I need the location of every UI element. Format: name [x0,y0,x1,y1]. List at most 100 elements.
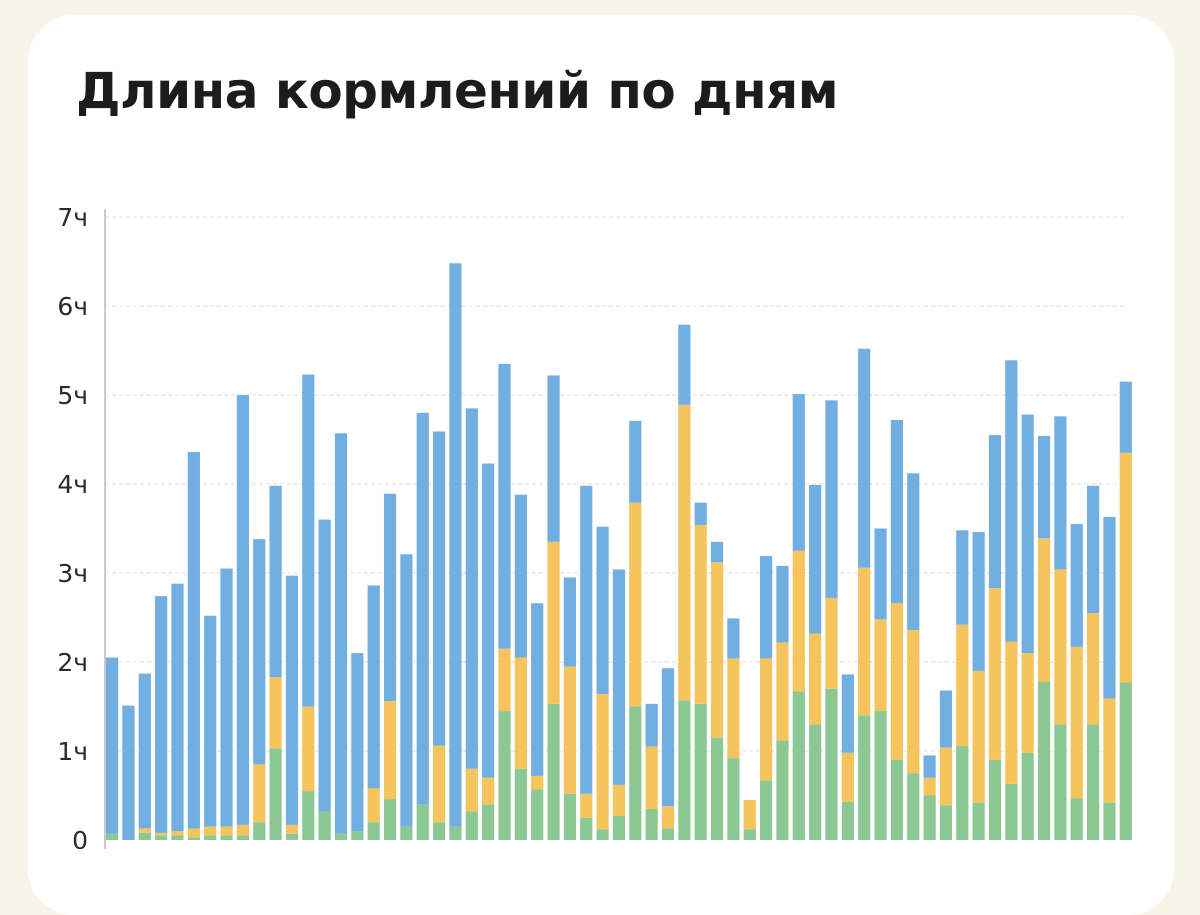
bar-segment [694,524,707,704]
bar-segment [645,746,658,809]
bar-segment [563,793,576,840]
y-tick-label: 5ч [57,381,88,410]
bar-segment [1005,783,1018,840]
bar-segment [204,835,217,840]
bar-segment [727,658,740,759]
bar-segment [449,826,462,840]
bar-segment [236,824,249,836]
bar-segment [514,657,527,769]
bar-segment [236,395,249,825]
bar-segment [760,556,773,659]
bar-segment [1070,798,1083,840]
bar-segment [367,585,380,789]
bar-segment [318,519,331,812]
bar-segment [253,539,266,765]
bar-segment [1087,613,1100,725]
y-tick-label: 1ч [57,737,88,766]
bar-segment [138,828,151,833]
bar-segment [318,811,331,840]
bar-segment [367,788,380,823]
bar-segment [171,583,184,832]
bar-segment [923,777,936,796]
bar-segment [825,688,838,840]
bar-segment [645,703,658,747]
bar-segment [629,502,642,707]
bar-segment [743,829,756,840]
bar-segment [220,568,233,827]
bar-segment [874,619,887,711]
bar-segment [1037,538,1051,682]
bar-segment [1087,724,1100,840]
bar-segment [661,828,675,840]
bar-segment [269,485,282,678]
y-tick-label: 6ч [57,292,88,321]
bar-segment [858,348,871,568]
bar-segment [678,404,691,701]
bar-segment [612,784,626,816]
bar-segment [972,532,985,671]
bar-segment [498,363,511,649]
bar-segment [1021,752,1034,840]
bar-segment [743,799,756,830]
bar-segment [907,773,920,840]
bar-segment [302,374,315,707]
bar-segment [253,764,266,823]
bar-segment [956,624,969,746]
bar-segment [187,828,200,838]
bar-segment [416,412,429,805]
bar-segment [285,575,299,825]
bar-segment [629,706,642,840]
bar-segment [596,526,609,695]
bar-segment [1021,414,1034,654]
bar-segment [907,629,920,774]
bar-segment [645,808,658,840]
bar-segment [531,789,544,840]
bar-segment [498,648,511,711]
bar-segment [1021,653,1034,753]
bar-segment [531,775,544,790]
bar-segment [972,802,985,840]
bar-segment [841,801,854,840]
bar-segment [547,541,560,704]
bar-segment [1119,452,1132,683]
bar-segment [596,829,609,840]
bar-segment [956,745,969,840]
bar-segment [939,805,953,840]
bar-segment [547,703,560,840]
bar-segment [514,768,527,840]
bar-segment [972,670,985,803]
y-tick-label: 3ч [57,559,88,588]
bar-segment [1087,485,1100,614]
bar-segment [1054,569,1067,725]
bar-segment [383,701,397,800]
page-title: Длина кормлений по дням [76,62,839,120]
bar-segment [710,541,724,563]
bar-segment [302,706,315,792]
bar-segment [580,817,593,840]
bar-segment [890,759,903,840]
bar-segment [710,737,724,840]
bar-segment [727,758,740,840]
bar-segment [1119,682,1132,840]
bar-segment [482,463,495,778]
bar-segment [988,435,1002,589]
bar-segment [155,596,168,833]
bar-segment [809,484,822,634]
bar-segment [155,835,168,840]
bar-segment [334,433,348,834]
bar-segment [383,493,397,702]
bar-segment [514,494,527,658]
bar-segment [710,562,724,738]
bar-segment [678,700,691,840]
bar-segment [1005,360,1018,642]
y-tick-label: 0 [72,826,88,849]
bar-segment [187,451,200,829]
bar-segment [1037,681,1051,840]
bar-segment [122,705,135,840]
bar-segment [825,400,838,598]
y-tick-label: 4ч [57,470,88,499]
bar-segment [433,822,446,840]
bar-segment [825,597,838,689]
bar-segment [236,835,249,840]
bar-segment [269,748,282,840]
